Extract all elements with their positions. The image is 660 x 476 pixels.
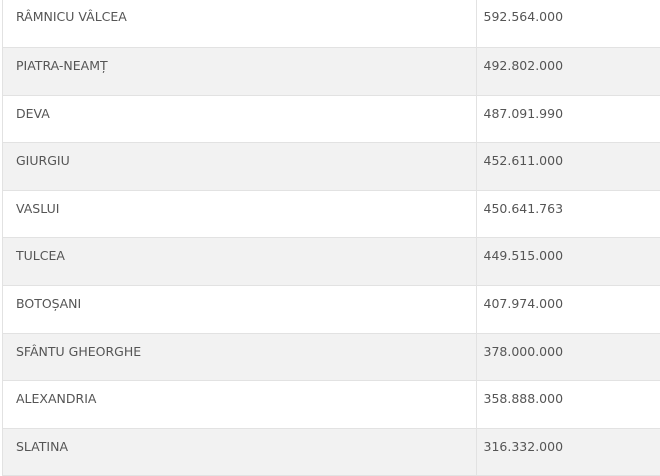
- table-row: TULCEA 449.515.000: [3, 237, 660, 287]
- table-row: PIATRA-NEAMȚ 492.802.000: [3, 47, 660, 96]
- value-cell: 450.641.763: [476, 190, 660, 239]
- value-cell: 358.888.000: [476, 380, 660, 429]
- data-table: RÂMNICU VÂLCEA 592.564.000 PIATRA-NEAMȚ …: [3, 0, 660, 476]
- value-cell: 407.974.000: [476, 285, 660, 334]
- city-cell: DEVA: [3, 95, 477, 144]
- city-cell: RÂMNICU VÂLCEA: [3, 0, 477, 49]
- city-cell: SLATINA: [3, 428, 477, 476]
- value-cell: 487.091.990: [476, 95, 660, 144]
- table-row: SFÂNTU GHEORGHE 378.000.000: [3, 333, 660, 382]
- city-cell: GIURGIU: [3, 142, 477, 191]
- table-row: DEVA 487.091.990: [3, 95, 660, 144]
- value-cell: 452.611.000: [476, 142, 660, 191]
- city-cell: SFÂNTU GHEORGHE: [3, 333, 477, 382]
- city-cell: ALEXANDRIA: [3, 380, 477, 429]
- table-row: SLATINA 316.332.000: [3, 428, 660, 476]
- value-cell: 449.515.000: [476, 237, 660, 287]
- city-cell: VASLUI: [3, 190, 477, 239]
- table-row: VASLUI 450.641.763: [3, 190, 660, 239]
- table-row: RÂMNICU VÂLCEA 592.564.000: [3, 0, 660, 49]
- city-cell: TULCEA: [3, 237, 477, 287]
- table-row: BOTOȘANI 407.974.000: [3, 285, 660, 334]
- value-cell: 316.332.000: [476, 428, 660, 476]
- value-cell: 378.000.000: [476, 333, 660, 382]
- table-row: ALEXANDRIA 358.888.000: [3, 380, 660, 429]
- value-cell: 492.802.000: [476, 47, 660, 96]
- value-cell: 592.564.000: [476, 0, 660, 49]
- city-cell: BOTOȘANI: [3, 285, 477, 334]
- table-row: GIURGIU 452.611.000: [3, 142, 660, 191]
- city-cell: PIATRA-NEAMȚ: [3, 47, 477, 96]
